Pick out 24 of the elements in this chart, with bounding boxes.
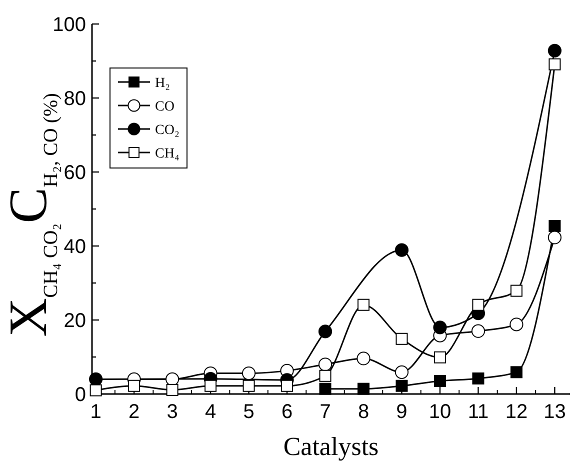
x-tick-label: 8 [358,401,370,423]
y-tick-label: 0 [74,384,86,406]
y-tick-label: 40 [64,236,86,258]
x-tick-label: 13 [544,401,566,423]
x-tick-label: 7 [320,401,331,423]
legend-label: H₂ [155,76,170,91]
y-tick-label: 100 [52,14,86,36]
y-tick-label: 60 [64,162,86,184]
legend-label: CH₄ [155,146,180,162]
x-tick-label: 9 [396,401,408,423]
x-tick-label: 4 [204,401,216,423]
x-tick-label: 2 [128,401,140,423]
legend-label: CO₂ [155,122,180,138]
x-tick-label: 3 [166,401,178,423]
x-tick-label: 6 [281,401,293,423]
x-tick-label: 11 [468,401,489,423]
x-tick-label: 10 [428,401,452,423]
y-tick-label: 20 [64,310,86,332]
x-tick-label: 5 [243,401,254,423]
x-tick-label: 12 [505,401,528,423]
legend-label: CO [155,99,174,114]
x-axis-title: Catalysts [283,432,379,461]
y-tick-label: 80 [64,88,86,110]
x-tick-label: 1 [90,401,102,423]
